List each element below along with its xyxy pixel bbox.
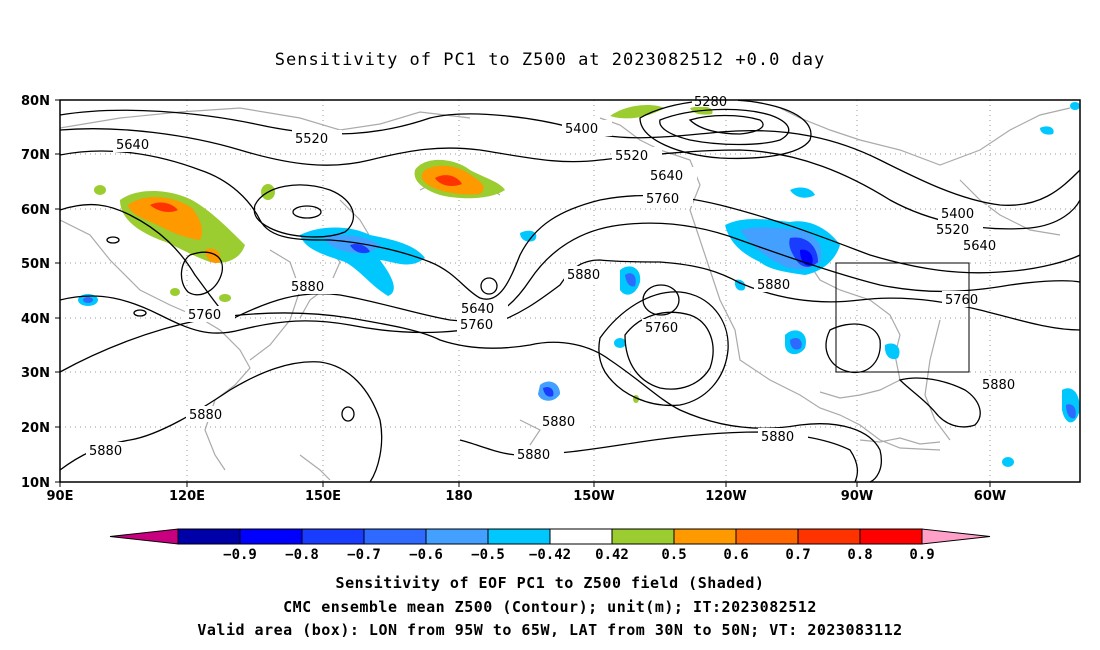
colorbar-label: 0.8 (847, 547, 872, 563)
contour-label: 5880 (89, 444, 122, 459)
colorbar-swatch (363, 528, 427, 545)
positive-anomaly-siberia-core (128, 196, 203, 240)
colorbar-swatch (611, 528, 675, 545)
colorbar-swatch (673, 528, 737, 545)
lon-label: 90W (841, 489, 873, 504)
contour-label: 5640 (116, 138, 149, 153)
colorbar-label: −0.42 (529, 547, 571, 563)
contour-label: 5760 (188, 308, 221, 323)
colorbar-label: −0.7 (347, 547, 381, 563)
lat-label: 20N (21, 421, 50, 436)
colorbar-label: 0.9 (909, 547, 934, 563)
colorbar-swatch (425, 528, 489, 545)
longitude-labels: 90E 120E 150E 180 150W 120W 90W 60W (47, 489, 1007, 504)
contour-label: 5880 (189, 408, 222, 423)
latitude-labels: 80N 70N 60N 50N 40N 30N 20N 10N (21, 94, 50, 491)
lat-label: 30N (21, 366, 50, 381)
colorbar-swatch (735, 528, 799, 545)
contour-labels: 5280 5400 5520 5640 5520 5640 5760 5880 … (86, 93, 1029, 463)
contour-label: 5280 (694, 95, 727, 110)
colorbar-swatch (239, 528, 303, 545)
contour-label: 5880 (542, 415, 575, 430)
lon-label: 150W (573, 489, 614, 504)
contour-label: 5880 (761, 430, 794, 445)
caption-shading: Sensitivity of EOF PC1 to Z500 field (Sh… (335, 574, 765, 592)
contour-label: 5640 (461, 302, 494, 317)
colorbar-swatch (177, 528, 241, 545)
contour-label: 5760 (460, 318, 493, 333)
contour-label: 5520 (936, 223, 969, 238)
colorbar-label: 0.42 (595, 547, 629, 563)
contour-label: 5880 (567, 268, 600, 283)
colorbar-swatch (549, 528, 613, 545)
colorbar-right-arrow (921, 528, 991, 545)
chart-title: Sensitivity of PC1 to Z500 at 2023082512… (274, 50, 826, 70)
colorbar-swatch (487, 528, 551, 545)
lat-label: 50N (21, 257, 50, 272)
contour-label: 5640 (650, 169, 683, 184)
lat-label: 60N (21, 203, 50, 218)
contour-label: 5520 (295, 132, 328, 147)
map-border (59, 99, 1081, 483)
lat-label: 70N (21, 148, 50, 163)
contour-label: 5400 (565, 122, 598, 137)
contour-label: 5880 (982, 378, 1015, 393)
contour-label: 5400 (941, 207, 974, 222)
lon-label: 60W (974, 489, 1006, 504)
contour-label: 5880 (517, 448, 550, 463)
lon-label: 120E (169, 489, 205, 504)
colorbar-label: −0.9 (223, 547, 257, 563)
lat-label: 40N (21, 312, 50, 327)
colorbar-label: 0.5 (661, 547, 686, 563)
sensitivity-shading (78, 102, 1080, 467)
colorbar-label: −0.8 (285, 547, 319, 563)
colorbar-swatch (797, 528, 861, 545)
contour-label: 5880 (291, 280, 324, 295)
lon-label: 180 (445, 489, 472, 504)
contour-label: 5760 (645, 321, 678, 336)
contour-label: 5760 (646, 192, 679, 207)
contour-label: 5880 (757, 278, 790, 293)
valid-area-box (835, 262, 970, 373)
caption-contour: CMC ensemble mean Z500 (Contour); unit(m… (283, 598, 817, 616)
axis-ticks (55, 99, 991, 487)
colorbar: −0.9 −0.8 −0.7 −0.6 −0.5 −0.42 0.42 0.5 0.6 0.7 0.… (109, 528, 991, 563)
colorbar-left-arrow (109, 528, 179, 545)
caption-valid-area: Valid area (box): LON from 95W to 65W, L… (197, 621, 903, 639)
lon-label: 120W (705, 489, 746, 504)
contour-label: 5520 (615, 149, 648, 164)
lon-label: 90E (47, 489, 74, 504)
contour-label: 5640 (963, 239, 996, 254)
colorbar-swatch (301, 528, 365, 545)
colorbar-label: −0.6 (409, 547, 443, 563)
lon-label: 150E (305, 489, 341, 504)
colorbar-label: −0.5 (471, 547, 505, 563)
contour-label: 5760 (945, 293, 978, 308)
lat-label: 80N (21, 94, 50, 109)
colorbar-label: 0.6 (723, 547, 748, 563)
colorbar-label: 0.7 (785, 547, 810, 563)
lat-label: 10N (21, 476, 50, 491)
colorbar-swatch (859, 528, 923, 545)
